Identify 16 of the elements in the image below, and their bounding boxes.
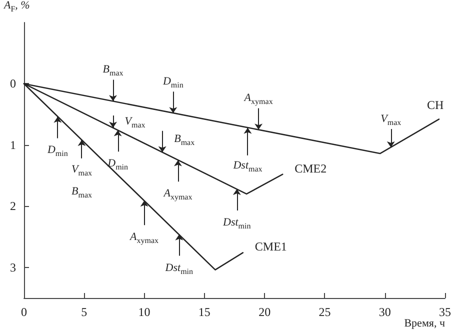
x-tick-label: 20: [258, 305, 271, 319]
y-tick-label: 3: [10, 260, 16, 274]
x-tick-label: 25: [318, 305, 331, 319]
x-tick-label: 30: [378, 305, 391, 319]
x-tick-label: 15: [198, 305, 210, 319]
y-tick-label: 1: [10, 138, 16, 152]
x-tick-label: 5: [81, 305, 88, 319]
x-axis-title: Время, ч: [404, 318, 446, 330]
series-label: CME1: [254, 240, 287, 254]
x-tick-label: 10: [138, 305, 150, 319]
x-tick-label: 0: [21, 305, 27, 319]
series-label: CME2: [294, 161, 327, 176]
series-label: CH: [426, 98, 444, 112]
x-tick-label: 35: [439, 305, 451, 319]
y-tick-label: 0: [10, 76, 16, 91]
y-tick-label: 2: [10, 199, 16, 214]
